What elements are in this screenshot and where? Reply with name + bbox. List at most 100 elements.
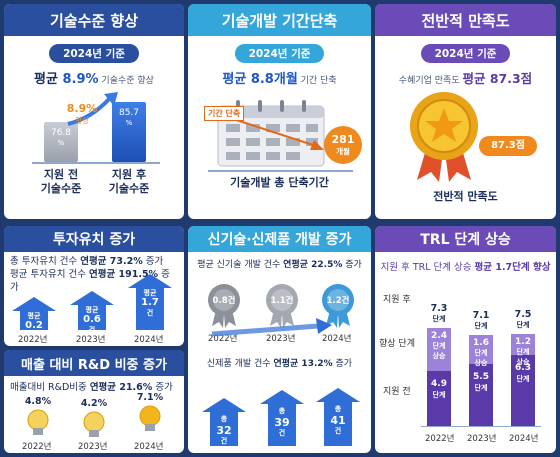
trl-after-unit: 단계 <box>474 322 488 331</box>
bulb-year: 2024년 <box>134 442 164 452</box>
trl-up-unit-2: 상승 <box>516 357 530 366</box>
panel-title: 신기술·신제품 개발 증가 <box>207 232 352 248</box>
trl-columns: 4.9 단계 2.4 단계 상승 7.3 단계 2022년 5.5 단계 1.6 단계 상승 7.1 단계 2… <box>375 226 556 453</box>
bar-top-label: 총 <box>278 407 286 416</box>
calendar-icon <box>217 100 325 167</box>
newproduct-bar: 총 41 건 <box>324 400 352 446</box>
avg-summary: 평균 8.9% 기술수준 향상 <box>34 72 154 87</box>
trl-up-label: 2.4 단계 상승 <box>427 331 451 361</box>
bulb-value: 7.1% <box>136 392 164 403</box>
panel-tech-level: 기술수준 향상 2024년 기준 평균 8.9% 기술수준 향상 76.8 % … <box>4 4 184 219</box>
total-unit: 개월 <box>336 147 350 156</box>
panel-dev-period: 기술개발 기간단축 2024년 기준 평균 8.8개월 기간 단축 기간 단축 … <box>188 4 371 219</box>
before-label-line2: 기술수준 <box>40 182 82 195</box>
trl-before-unit: 단계 <box>474 384 488 393</box>
panel-investment: 투자유치 증가 총 투자유치 건수 연평균 73.2% 증가 평균 투자유치 건… <box>4 226 184 346</box>
trl-after-label: 7.5 단계 <box>507 309 539 330</box>
investment-bar: 평균 0.2 건 <box>20 308 48 340</box>
bar-unit: 건 <box>278 429 286 438</box>
medal-year: 2022년 <box>208 334 238 344</box>
panel-header: 투자유치 증가 <box>4 226 184 252</box>
row-label-after: 지원 후 <box>383 295 411 305</box>
row-label-before: 지원 전 <box>383 387 411 397</box>
trl-before-unit: 단계 <box>432 390 446 399</box>
trl-up-unit-2: 상승 <box>432 351 446 360</box>
trl-summary: 지원 후 TRL 단계 상승 평균 1.7단계 향상 <box>380 262 551 273</box>
bar-year: 2023년 <box>76 335 106 345</box>
investment-bars: 평균 0.2 건 2022년 평균 0.6 건 2023년 평균 1.7 건 2024년 <box>4 226 184 346</box>
bar-top-label: 평균 <box>27 311 41 320</box>
before-value: 76.8 <box>50 128 72 138</box>
panel-header: TRL 단계 상승 <box>375 226 556 252</box>
trl-up-bar <box>511 333 535 356</box>
bar-unit: 건 <box>88 325 96 334</box>
panel-title: TRL 단계 상승 <box>420 232 511 248</box>
trl-up-value: 1.6 <box>473 338 489 349</box>
bulb-value: 4.2% <box>80 398 108 409</box>
before-bar <box>44 122 78 162</box>
after-label-line2: 기술수준 <box>108 182 150 195</box>
trl-after-unit: 단계 <box>516 320 530 329</box>
satisfaction-summary: 수혜기업 만족도 평균 87.3점 <box>398 71 533 86</box>
trl-before-bar <box>427 370 451 426</box>
bar-arrowhead <box>12 296 56 311</box>
before-unit: % <box>57 139 65 147</box>
trl-after-value: 7.3 <box>430 302 448 314</box>
panel-title: 기술수준 향상 <box>49 11 139 30</box>
medal-year: 2023년 <box>266 334 296 344</box>
bar-year: 2024년 <box>134 335 164 345</box>
bar-value: 41 <box>330 414 346 427</box>
panel-title: 매출 대비 R&D 비중 증가 <box>21 357 167 373</box>
bar-arrowhead <box>202 398 246 412</box>
bar-unit: 건 <box>146 309 154 317</box>
trl-after-label: 7.3 단계 <box>423 302 455 324</box>
panel-header: 신기술·신제품 개발 증가 <box>188 226 371 252</box>
caption: 전반적 만족도 <box>433 190 498 203</box>
trl-before-bar <box>511 355 535 426</box>
rnd-summary: 매출대비 R&D비중 연평균 21.6% 증가 <box>10 382 173 393</box>
bar-unit: 건 <box>220 437 228 445</box>
medal-year: 2024년 <box>322 334 352 344</box>
panel-header: 전반적 만족도 <box>375 4 556 36</box>
bar-arrowhead <box>316 388 360 402</box>
year-pill: 2024년 기준 <box>49 44 139 63</box>
bar-arrowhead <box>70 290 114 305</box>
lightbulb-icon <box>139 405 161 431</box>
newtech-medals: 0.8건 2022년 1.1건 2023년 1.2건 2024년 총 32 건 총 39 건 총 41 건 <box>188 226 371 453</box>
after-value: 85.7 <box>118 108 140 118</box>
after-unit: % <box>125 119 133 127</box>
medal-icon <box>208 284 240 328</box>
bar-arrowhead <box>128 274 172 288</box>
panel-rnd-ratio: 매출 대비 R&D 비중 증가 매출대비 R&D비중 연평균 21.6% 증가 … <box>4 350 184 453</box>
bar-top-label: 평균 <box>143 289 157 297</box>
baseline <box>208 170 353 172</box>
lightbulb-icon <box>27 409 49 435</box>
bulb-year: 2023년 <box>78 442 108 452</box>
investment-bar: 평균 0.6 건 <box>78 302 106 334</box>
year-pill: 2024년 기준 <box>234 44 325 63</box>
medal-icon <box>266 284 298 328</box>
before-label-line1: 지원 전 <box>43 168 79 181</box>
trl-year: 2024년 <box>509 434 539 444</box>
panel-satisfaction: 전반적 만족도 2024년 기준 수혜기업 만족도 평균 87.3점 87.3점… <box>375 4 556 219</box>
bar-value: 39 <box>274 416 290 430</box>
bar-value: 0.2 <box>25 319 43 331</box>
panel-title: 전반적 만족도 <box>421 11 510 30</box>
bar-unit: 건 <box>334 427 342 435</box>
trl-before-unit: 단계 <box>516 375 530 384</box>
trl-before-label: 4.9 단계 <box>427 379 451 401</box>
row-label-up: 향상 단계 <box>379 339 415 349</box>
total-circle: 281 개월 <box>324 126 362 164</box>
baseline <box>32 162 160 164</box>
newtech-summary: 평균 신기술 개발 건수 연평균 22.5% 증가 <box>197 260 362 270</box>
newproduct-bar: 총 32 건 <box>210 410 238 446</box>
bar-top-label: 총 <box>220 415 228 423</box>
newproduct-bar: 총 39 건 <box>268 402 296 446</box>
year-pill: 2024년 기준 <box>420 44 511 63</box>
trl-before-bar <box>469 364 493 426</box>
panel-header: 기술개발 기간단축 <box>188 4 371 36</box>
trl-year: 2022년 <box>425 434 455 444</box>
bulb-year: 2022년 <box>22 442 52 452</box>
lightbulb-icon <box>83 411 105 437</box>
panel-trl: TRL 단계 상승 지원 후 TRL 단계 상승 평균 1.7단계 향상 지원 … <box>375 226 556 453</box>
